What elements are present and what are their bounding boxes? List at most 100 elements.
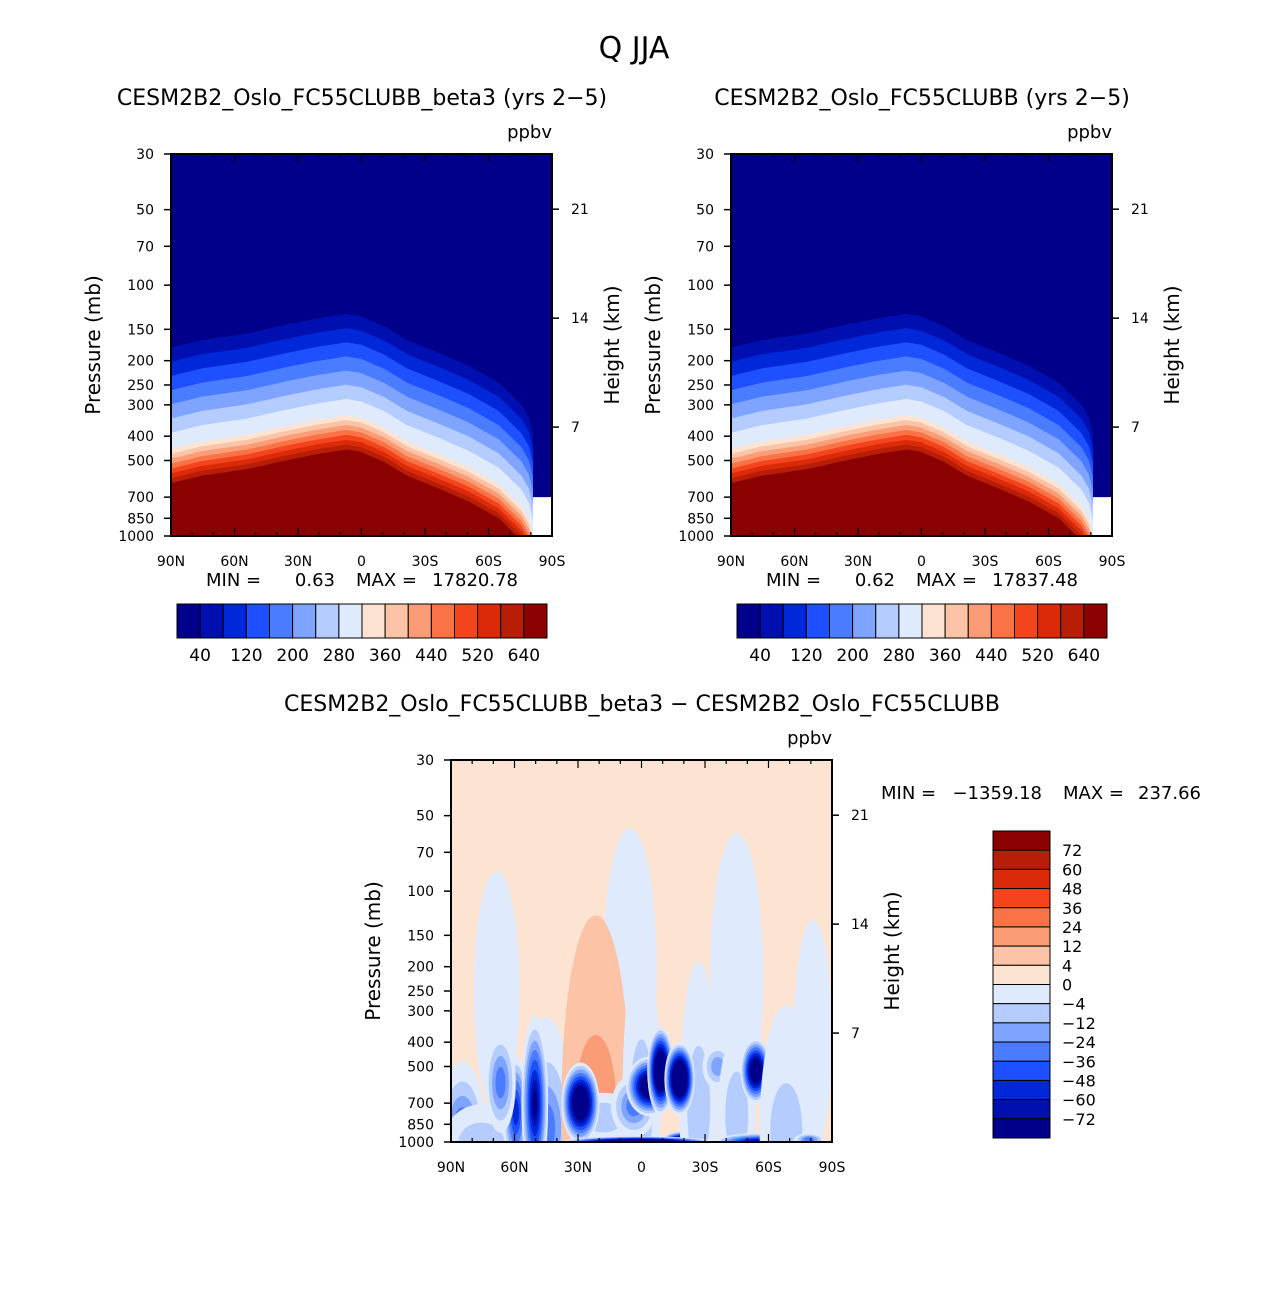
colorbar-swatch [338,603,363,639]
colorbar-swatch [315,603,340,639]
panel-3-units: ppbv [787,728,832,749]
colorbar-label: 4 [1062,956,1072,975]
contour-band [731,449,1093,536]
x-tick-label: 60S [475,554,502,570]
y2-tick-label: 14 [1131,311,1149,327]
y-tick-label: 50 [136,203,154,219]
colorbar-swatch [992,984,1051,1005]
y2-tick-label: 14 [851,917,869,933]
panel-3: CESM2B2_Oslo_FC55CLUBB_beta3 − CESM2B2_O… [284,692,1201,1176]
colorbar-swatch [176,603,201,639]
colorbar-swatch [992,1060,1051,1081]
colorbar-label: 120 [790,646,822,666]
colorbar-label: 440 [415,646,447,666]
colorbar-swatch [805,603,830,639]
x-tick-label: 90N [717,554,745,570]
panel-1-title: CESM2B2_Oslo_FC55CLUBB_beta3 (yrs 2−5) [117,86,607,111]
panel-1-y2label: Height (km) [600,285,624,404]
panel-1-max-label: MAX = [356,570,417,591]
y-tick-label: 150 [687,322,714,338]
colorbar-swatch [898,603,923,639]
y-tick-label: 1000 [398,1135,434,1151]
x-tick-label: 60N [220,554,248,570]
anomaly-region [578,1098,583,1108]
panel-3-max-label: MAX = [1063,783,1124,804]
colorbar-label: 520 [461,646,493,666]
x-tick-label: 30S [692,1160,719,1176]
y-tick-label: 70 [696,239,714,255]
colorbar-swatch [1037,603,1062,639]
colorbar-label: 36 [1062,899,1082,918]
panel-1-min-label: MIN = [206,570,261,591]
y-tick-label: 300 [407,1004,434,1020]
panel-2-ylabel: Pressure (mb) [641,275,665,415]
y-tick-label: 700 [127,490,154,506]
y-tick-label: 500 [127,453,154,469]
y-tick-label: 50 [416,809,434,825]
anomaly-region [678,1075,682,1083]
y-tick-label: 70 [136,239,154,255]
y-tick-label: 400 [687,429,714,445]
panel-2-colorbar: 40 120 200 280 360 440 520 640 [736,603,1108,666]
anomaly-region [753,1066,758,1075]
colorbar-label: 280 [883,646,915,666]
colorbar-label: 0 [1062,976,1072,995]
colorbar-label: −48 [1062,1071,1096,1090]
y2-tick-label: 7 [571,420,580,436]
panel-2-title: CESM2B2_Oslo_FC55CLUBB (yrs 2−5) [714,86,1130,111]
colorbar-swatch [992,1118,1051,1139]
panel-1-min-value: 0.63 [295,570,335,591]
y2-tick-label: 21 [571,202,589,218]
colorbar-label: −24 [1062,1033,1096,1052]
panel-3-ylabel: Pressure (mb) [361,881,385,1021]
y-tick-label: 50 [696,203,714,219]
figure-title: Q JJA [599,31,670,66]
colorbar-swatch [992,907,1051,928]
colorbar-swatch [992,849,1051,870]
colorbar-swatch [1083,603,1108,639]
contour-band [171,449,533,536]
x-tick-label: 30N [844,554,872,570]
colorbar-swatch [992,1003,1051,1024]
colorbar-label: −60 [1062,1091,1096,1110]
colorbar-swatch [992,945,1051,966]
y2-tick-label: 21 [851,808,869,824]
x-tick-label: 30S [412,554,439,570]
y-tick-label: 250 [407,984,434,1000]
y-tick-label: 200 [687,354,714,370]
colorbar-swatch [430,603,455,639]
y2-tick-label: 7 [851,1026,860,1042]
colorbar-swatch [477,603,502,639]
colorbar-swatch [992,1099,1051,1120]
y2-tick-label: 7 [1131,420,1140,436]
y-tick-label: 200 [407,960,434,976]
colorbar-label: 120 [230,646,262,666]
colorbar-swatch [992,830,1051,851]
colorbar-swatch [292,603,317,639]
y2-tick-label: 14 [571,311,589,327]
panel-3-min-label: MIN = [881,783,936,804]
panel-1-colorbar: 40 120 200 280 360 440 520 640 [176,603,548,666]
colorbar-swatch [992,1041,1051,1062]
x-tick-label: 0 [917,554,926,570]
colorbar-label: 440 [975,646,1007,666]
y-tick-label: 250 [127,378,154,394]
panel-2-max-label: MAX = [916,570,977,591]
colorbar-label: 200 [836,646,868,666]
x-tick-label: 60N [500,1160,528,1176]
y-tick-label: 30 [696,147,714,163]
y-tick-label: 850 [407,1117,434,1133]
anomaly-region [725,1071,749,1142]
y-tick-label: 30 [136,147,154,163]
x-tick-label: 0 [357,554,366,570]
colorbar-swatch [500,603,525,639]
anomaly-region [458,1122,505,1142]
panel-1-ylabel: Pressure (mb) [81,275,105,415]
colorbar-label: 12 [1062,937,1082,956]
colorbar-swatch [992,1079,1051,1101]
anomaly-region [532,1089,538,1117]
colorbar-swatch [992,926,1051,947]
y-tick-label: 250 [687,378,714,394]
missing-data-region [532,497,552,536]
